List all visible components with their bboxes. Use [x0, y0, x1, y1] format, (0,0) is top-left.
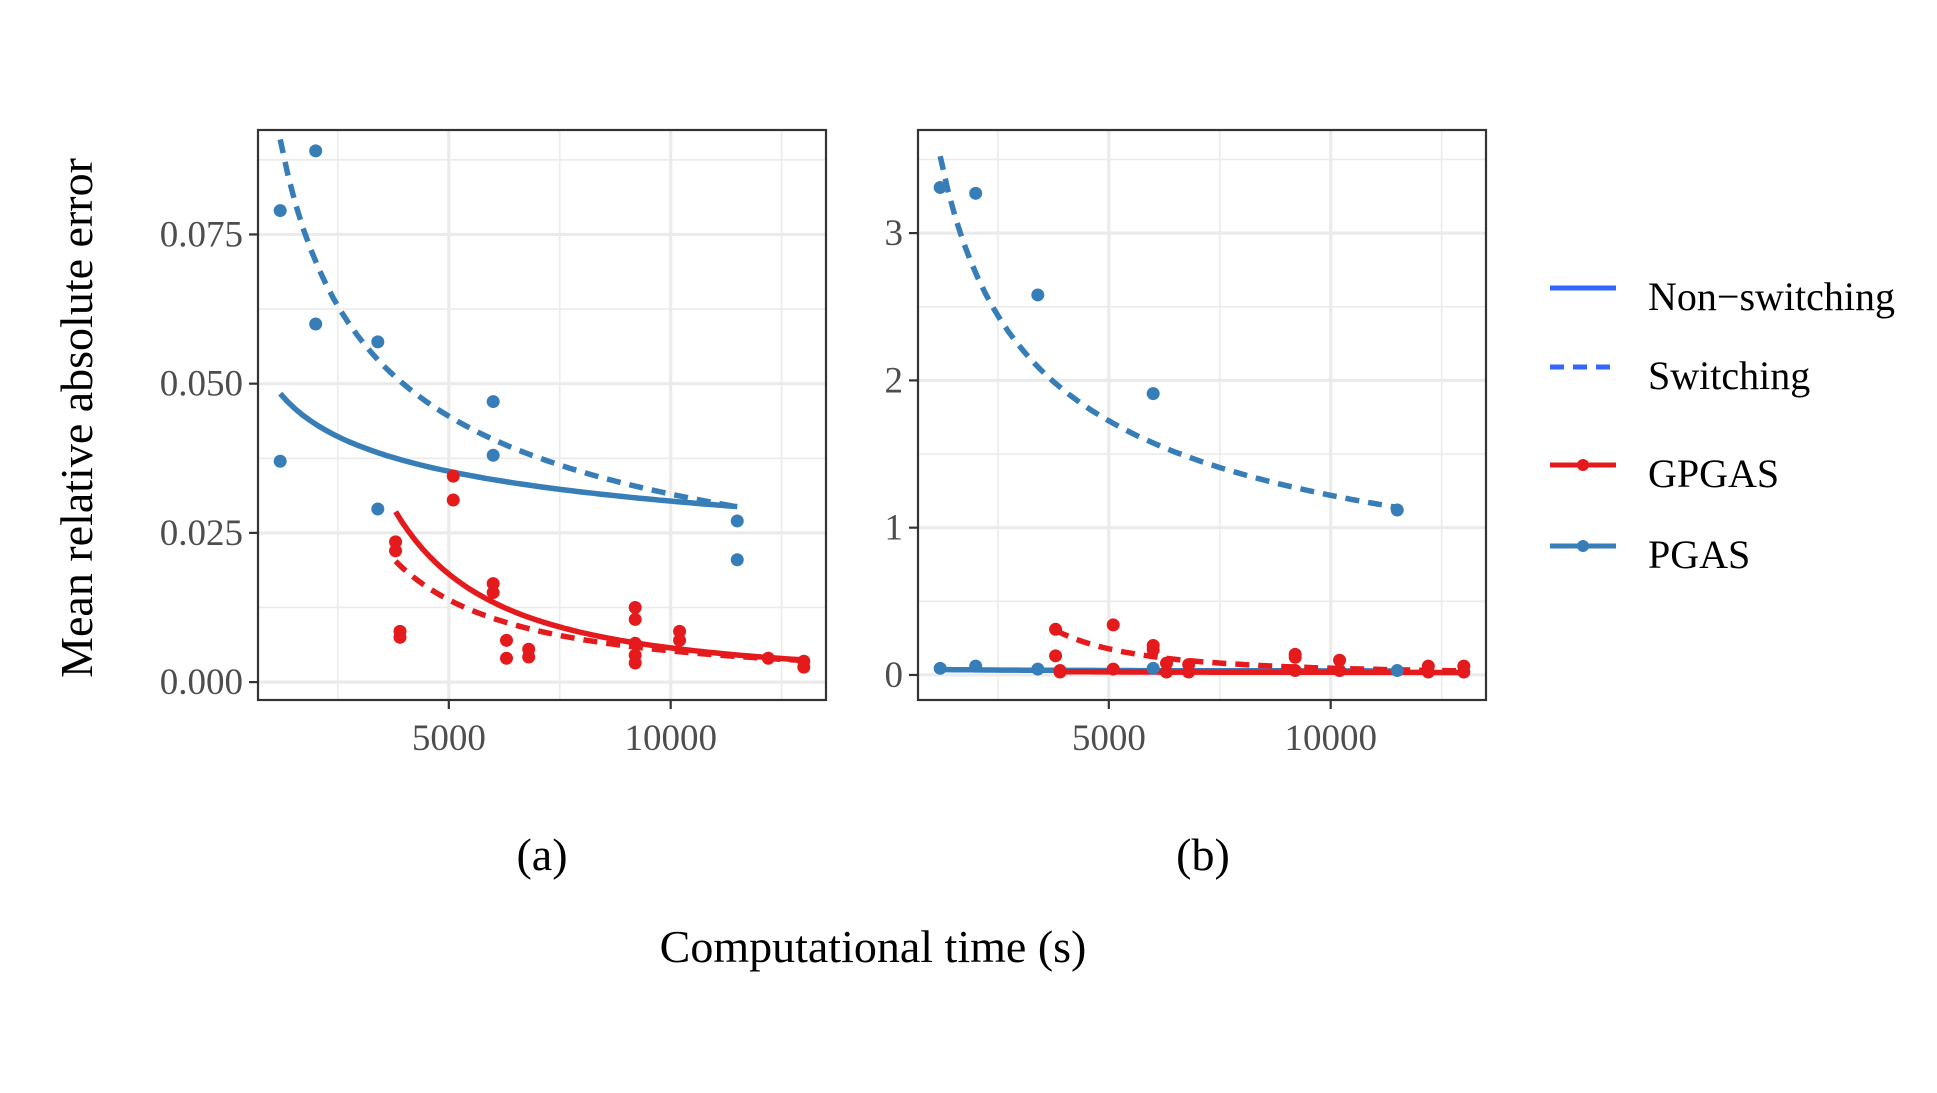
- point-pgas-a: [309, 144, 323, 158]
- point-gpgas-a: [797, 660, 811, 674]
- y-axis-title: Mean relative absolute error: [51, 158, 102, 678]
- point-pgas-b: [1031, 662, 1045, 676]
- panel-b: 5000 10000 0 1 2 3: [885, 128, 1488, 759]
- point-gpgas-a: [522, 650, 536, 664]
- fit-line-pgas-non-switching-a: [278, 391, 738, 510]
- point-pgas-b: [1031, 288, 1045, 302]
- fit-line-pgas-switching-b: [937, 155, 1398, 511]
- legend: Non−switching Switching GPGAS PGAS: [1550, 274, 1895, 577]
- panel-a: 5000 10000 0.000 0.025 0.050 0.075: [160, 128, 828, 759]
- point-gpgas-b: [1146, 643, 1160, 657]
- point-pgas-a: [309, 317, 323, 331]
- point-gpgas-a: [628, 656, 642, 670]
- fit-line-gpgas-non-switching-a: [393, 510, 805, 663]
- point-gpgas-b: [1049, 622, 1063, 636]
- legend-label-gpgas: GPGAS: [1648, 451, 1779, 496]
- point-pgas-a: [273, 454, 287, 468]
- point-pgas-b: [969, 186, 983, 200]
- y-tick-label-a: 0.000: [160, 662, 243, 703]
- point-gpgas-b: [1160, 665, 1173, 679]
- point-pgas-b: [933, 180, 947, 194]
- point-pgas-a: [371, 335, 385, 349]
- point-gpgas-a: [628, 600, 642, 614]
- point-gpgas-a: [673, 633, 687, 647]
- point-gpgas-b: [1333, 664, 1347, 678]
- point-gpgas-a: [393, 630, 407, 644]
- point-pgas-b: [969, 659, 983, 673]
- legend-label-pgas: PGAS: [1648, 532, 1750, 577]
- point-pgas-a: [273, 204, 287, 218]
- y-tick-label-a: 0.075: [160, 214, 243, 255]
- point-gpgas-b: [1421, 665, 1435, 679]
- point-gpgas-a: [446, 493, 460, 507]
- point-gpgas-b: [1182, 665, 1196, 679]
- point-gpgas-a: [628, 636, 642, 650]
- point-gpgas-a: [761, 651, 775, 665]
- x-tick-label-a: 5000: [412, 718, 486, 759]
- y-tick-label-b: 0: [885, 655, 904, 696]
- point-pgas-b: [933, 661, 947, 675]
- y-tick-label-b: 3: [885, 213, 904, 254]
- y-tick-label-a: 0.050: [160, 364, 243, 405]
- point-pgas-b: [1146, 661, 1160, 675]
- point-gpgas-a: [500, 651, 513, 665]
- fit-line-gpgas-switching-b: [1054, 627, 1464, 674]
- fit-line-gpgas-switching-a: [393, 559, 804, 664]
- point-gpgas-a: [486, 586, 500, 600]
- panel-label-a: (a): [516, 829, 567, 880]
- fit-line-pgas-switching-a: [277, 138, 738, 510]
- point-gpgas-b: [1053, 665, 1067, 679]
- point-gpgas-a: [628, 612, 642, 626]
- x-axis-title: Computational time (s): [660, 921, 1087, 972]
- panel-border-b: [916, 128, 1488, 702]
- legend-key-pgas-point: [1577, 540, 1589, 552]
- point-gpgas-a: [500, 633, 513, 647]
- point-pgas-a: [486, 395, 500, 409]
- panel-label-b: (b): [1176, 829, 1230, 880]
- point-pgas-b: [1390, 664, 1404, 678]
- point-gpgas-b: [1333, 653, 1347, 667]
- point-gpgas-b: [1049, 649, 1063, 663]
- point-gpgas-b: [1288, 650, 1302, 664]
- point-gpgas-a: [446, 469, 460, 483]
- point-pgas-a: [371, 502, 385, 516]
- y-tick-label-a: 0.025: [160, 513, 243, 554]
- point-gpgas-a: [486, 577, 500, 591]
- point-gpgas-a: [389, 544, 403, 558]
- point-gpgas-a: [389, 535, 403, 549]
- point-pgas-a: [730, 514, 744, 528]
- point-pgas-b: [1390, 503, 1404, 517]
- point-gpgas-a: [673, 624, 687, 638]
- legend-key-gpgas-point: [1577, 459, 1589, 471]
- panel-border-a: [256, 128, 828, 702]
- legend-label-non-switching: Non−switching: [1648, 274, 1895, 319]
- x-tick-label-a: 10000: [624, 718, 717, 759]
- y-tick-label-b: 1: [885, 508, 904, 549]
- x-tick-label-b: 5000: [1072, 718, 1146, 759]
- point-pgas-a: [730, 553, 744, 567]
- legend-label-switching: Switching: [1648, 353, 1810, 398]
- point-pgas-a: [486, 448, 500, 462]
- point-pgas-b: [1146, 387, 1160, 401]
- point-gpgas-b: [1288, 664, 1302, 678]
- point-gpgas-b: [1106, 618, 1120, 632]
- y-tick-label-b: 2: [885, 360, 904, 401]
- point-gpgas-b: [1106, 662, 1120, 676]
- x-tick-label-b: 10000: [1284, 718, 1377, 759]
- point-gpgas-b: [1457, 665, 1471, 679]
